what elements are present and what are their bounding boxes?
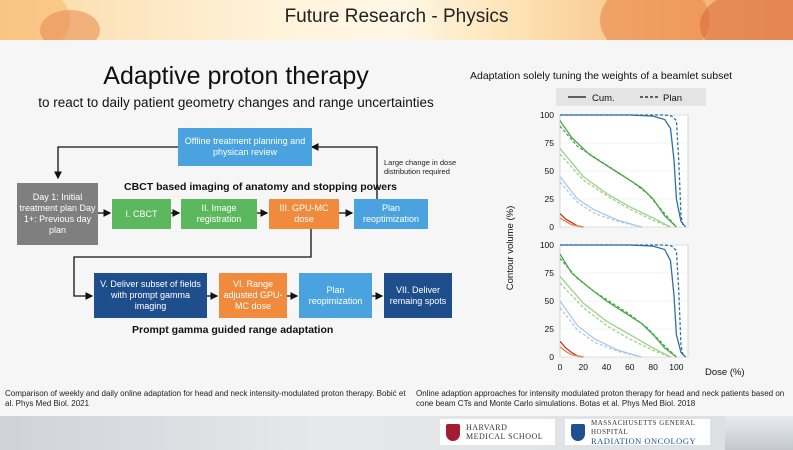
- dvh-series-1-7: [559, 176, 642, 228]
- image-registration-box: II. Image registration: [181, 199, 257, 229]
- slide-title: Adaptive proton therapy: [103, 62, 369, 90]
- y-tick-label: 50: [545, 166, 555, 176]
- y-tick-label: 0: [549, 352, 554, 362]
- y-tick-label: 50: [545, 296, 555, 306]
- x-tick-label: 80: [648, 362, 658, 372]
- chart-title: Adaptation solely tuning the weights of …: [470, 70, 733, 82]
- gpu-mc-dose-box: III. GPU-MC dose: [269, 199, 339, 229]
- header-decoration: [700, 0, 793, 40]
- dvh-series-1-4: [559, 125, 677, 228]
- cbct-section-label: CBCT based imaging of anatomy and stoppi…: [124, 181, 398, 193]
- connector-reopt-to-offline: [310, 143, 378, 200]
- header-decoration: [40, 10, 100, 40]
- prompt-gamma-label: Prompt gamma guided range adaptation: [132, 324, 334, 336]
- x-tick-label: 100: [669, 362, 683, 372]
- mgh-logo: MASSACHUSETTS GENERAL HOSPITAL RADIATION…: [565, 419, 710, 445]
- y-tick-label: 100: [540, 240, 554, 250]
- y-axis-label: Contour volume (%): [505, 206, 516, 290]
- dvh-series-1-6: [559, 153, 671, 228]
- x-tick-label: 0: [558, 362, 563, 372]
- x-tick-label: 40: [602, 362, 612, 372]
- dvh-series-1-10: [559, 217, 584, 228]
- header-decoration: [600, 0, 710, 40]
- deliver-subset-box: V. Deliver subset of fields with prompt …: [94, 273, 207, 318]
- mgh-shield-icon: [571, 423, 585, 441]
- range-adjusted-dose-box: VI. Range adjusted GPU-MC dose: [219, 273, 287, 318]
- dvh-series-2-8: [559, 307, 642, 358]
- dvh-series-2-4: [559, 257, 677, 358]
- dvh-series-1-8: [559, 181, 642, 228]
- connector-gpumc-to-deliver: [73, 229, 312, 300]
- right-reference: Online adaption approaches for intensity…: [416, 389, 785, 408]
- y-tick-label: 75: [545, 138, 555, 148]
- chart-legend-box: [556, 88, 706, 106]
- initial-plan-box: Day 1: Initial treatment plan Day 1+: Pr…: [17, 183, 98, 245]
- y-tick-label: 25: [545, 194, 555, 204]
- dvh-series-2-10: [559, 346, 584, 358]
- deliver-remaining-box: VII. Deliver remaing spots: [384, 273, 452, 318]
- left-reference: Comparison of weekly and daily online ad…: [5, 389, 406, 408]
- legend-plan-label: Plan: [663, 93, 682, 104]
- plan-reoptimization-box: Plan reoptimization: [354, 199, 428, 229]
- dvh-series-2-7: [559, 300, 642, 358]
- y-tick-label: 75: [545, 268, 555, 278]
- header-title: Future Research - Physics: [284, 6, 509, 27]
- y-tick-label: 0: [549, 222, 554, 232]
- cbct-step-box: I. CBCT: [112, 199, 171, 229]
- slide-subtitle: to react to daily patient geometry chang…: [38, 95, 434, 110]
- slide-footer: HARVARD MEDICAL SCHOOL MASSACHUSETTS GEN…: [0, 416, 793, 450]
- dvh-series-1-5: [559, 148, 671, 228]
- footer-building-decoration: [725, 416, 793, 450]
- dvh-series-2-6: [559, 282, 671, 358]
- mgh-logo-line2: RADIATION ONCOLOGY: [591, 435, 697, 446]
- plan-reopimization-box: Plan reopimization: [299, 273, 372, 318]
- harvard-logo-text: HARVARD MEDICAL SCHOOL: [466, 423, 544, 441]
- legend-cum-label: Cum.: [592, 93, 615, 104]
- mgh-logo-line1: MASSACHUSETTS GENERAL HOSPITAL: [591, 418, 696, 436]
- x-tick-label: 60: [625, 362, 635, 372]
- harvard-logo: HARVARD MEDICAL SCHOOL: [440, 419, 555, 445]
- offline-planning-box: Offline treatment planning and physican …: [178, 128, 312, 166]
- y-tick-label: 25: [545, 324, 555, 334]
- y-tick-label: 100: [540, 110, 554, 120]
- slide-header: Future Research - Physics: [0, 0, 793, 40]
- x-tick-label: 20: [579, 362, 589, 372]
- dvh-series-2-5: [559, 275, 671, 358]
- connector-offline-to-day: [54, 146, 178, 180]
- harvard-shield-icon: [446, 423, 460, 441]
- x-axis-label: Dose (%): [705, 367, 745, 378]
- large-change-note: Large change in dose distribution requir…: [384, 158, 457, 176]
